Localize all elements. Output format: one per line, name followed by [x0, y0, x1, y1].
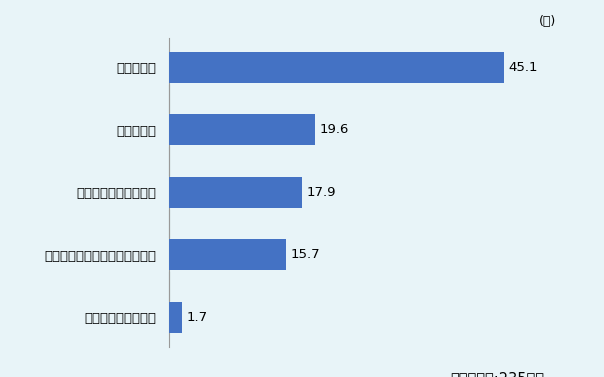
Bar — [169, 114, 315, 146]
Text: 45.1: 45.1 — [509, 61, 538, 74]
Text: 15.7: 15.7 — [291, 248, 320, 261]
Text: （有効回答:235社）: （有効回答:235社） — [450, 372, 544, 377]
Text: 1.7: 1.7 — [186, 311, 207, 324]
Bar — [169, 302, 182, 333]
Bar — [169, 52, 504, 83]
Bar — [169, 239, 286, 270]
Text: 17.9: 17.9 — [307, 186, 336, 199]
Text: 19.6: 19.6 — [320, 123, 349, 136]
Bar — [169, 177, 302, 208]
Text: (％): (％) — [538, 15, 556, 28]
